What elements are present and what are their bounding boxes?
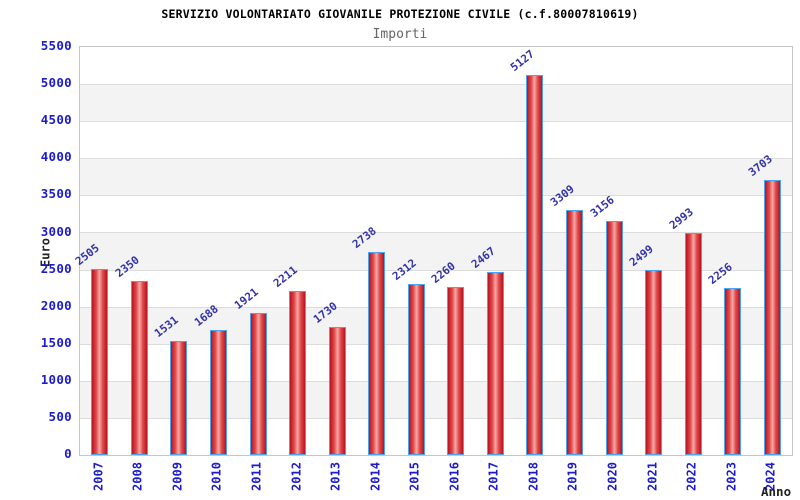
x-axis-title: Anno	[761, 484, 792, 499]
grid-band	[80, 47, 792, 84]
y-tick-label: 5000	[40, 75, 72, 91]
x-tick-label: 2015	[407, 462, 422, 491]
x-tick-label: 2018	[526, 462, 541, 491]
x-tick-label: 2008	[130, 462, 145, 491]
y-tick-label: 0	[64, 446, 72, 461]
grid-band	[80, 121, 792, 158]
y-tick-label: 2500	[40, 260, 72, 276]
x-tick-label: 2010	[209, 462, 224, 491]
y-tick-label: 3500	[40, 186, 72, 202]
bar-2024	[763, 180, 781, 455]
bar-2017	[486, 272, 504, 455]
bar-2014	[368, 251, 386, 455]
y-tick-label: 2000	[40, 297, 72, 313]
x-tick-label: 2017	[486, 462, 501, 491]
x-tick-label: 2013	[328, 462, 343, 491]
grid-band	[80, 343, 792, 381]
bar-2008	[130, 280, 148, 455]
x-tick-label: 2022	[684, 462, 699, 491]
bar-2019	[565, 209, 583, 455]
grid-band	[80, 232, 792, 270]
bar-2020	[605, 220, 623, 455]
grid-band	[80, 380, 792, 418]
bar-2015	[407, 283, 425, 455]
bar-2016	[447, 287, 465, 455]
y-tick-label: 3000	[40, 223, 72, 239]
y-tick-label: 1500	[40, 334, 72, 350]
x-tick-label: 2011	[249, 462, 264, 491]
bar-2013	[328, 326, 346, 455]
y-tick-label: 4500	[40, 112, 72, 128]
bar-2021	[645, 269, 663, 455]
bar-2007	[91, 269, 109, 455]
y-tick-label: 1000	[40, 371, 72, 387]
grid-band	[80, 158, 792, 196]
x-tick-label: 2012	[289, 462, 304, 491]
grid-band	[80, 269, 792, 307]
chart-subtitle: Importi	[372, 27, 428, 42]
grid-band	[80, 195, 792, 232]
x-tick-label: 2019	[565, 462, 580, 491]
bar-2009	[170, 341, 188, 455]
bar-2012	[289, 291, 307, 455]
bar-2018	[526, 74, 544, 455]
plot-area: 2505 2350 1531 1688 1921 2211 1730 2738 2312 2260…	[73, 46, 793, 456]
x-tick-label: 2021	[645, 462, 660, 491]
grid-band	[80, 84, 792, 122]
bar-2010	[209, 329, 227, 455]
bar-2023	[724, 287, 742, 455]
grid-band	[80, 306, 792, 344]
x-tick-label: 2016	[447, 462, 462, 491]
grid-band	[80, 417, 792, 455]
y-tick-label: 500	[48, 408, 72, 424]
chart-title: SERVIZIO VOLONTARIATO GIOVANILE PROTEZIO…	[161, 7, 639, 21]
y-tick-label: 4000	[40, 149, 72, 165]
x-tick-label: 2007	[91, 462, 106, 491]
bar-2022	[684, 233, 702, 455]
x-tick-label: 2009	[170, 462, 185, 491]
x-tick-label: 2020	[605, 462, 620, 491]
x-tick-label: 2014	[368, 462, 383, 491]
bar-2011	[249, 312, 267, 455]
x-tick-label: 2023	[724, 462, 739, 491]
y-tick-label: 5500	[40, 38, 72, 53]
